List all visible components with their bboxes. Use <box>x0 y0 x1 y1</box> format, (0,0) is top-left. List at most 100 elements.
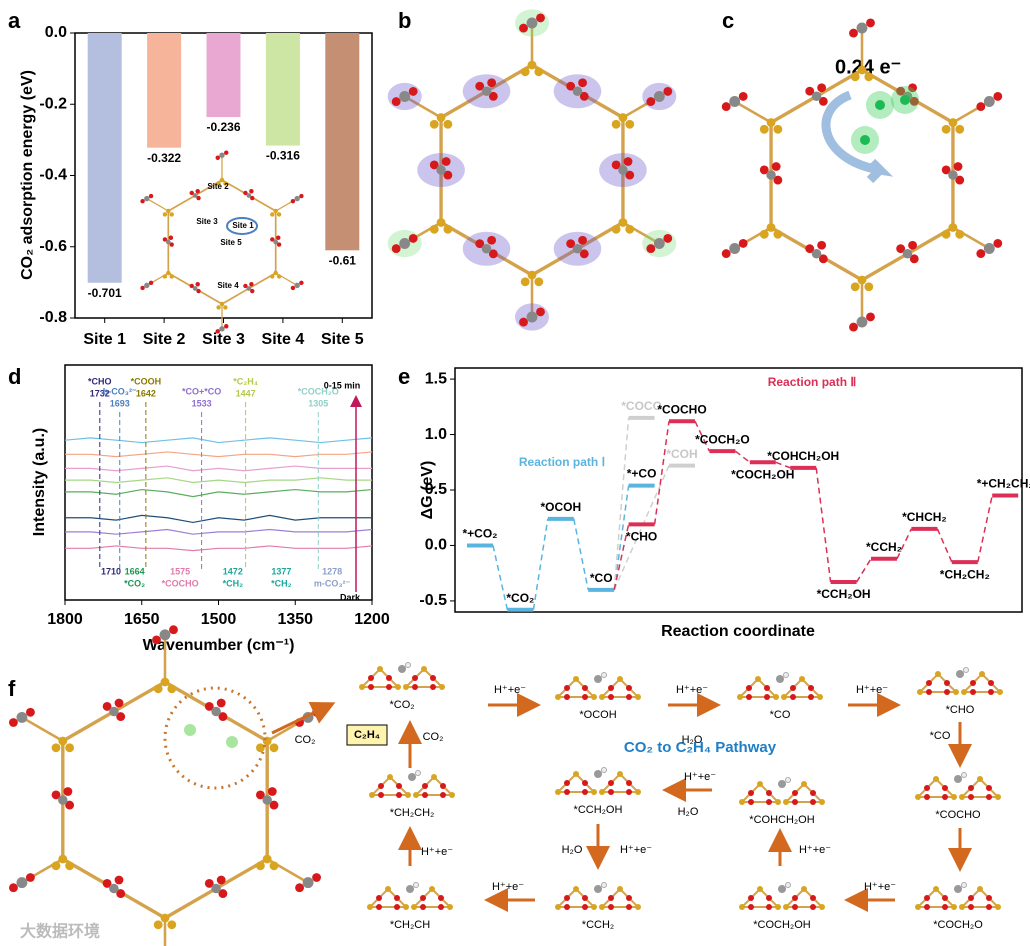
spectrum <box>65 488 373 498</box>
peak-name: *CO₂ <box>124 578 145 588</box>
atom-o <box>908 83 917 93</box>
peak-name: m-CO₃²⁻ <box>314 578 351 588</box>
atom-cu <box>959 794 965 800</box>
atom-c <box>262 795 272 805</box>
atom-cu <box>617 676 623 682</box>
panel-label: b <box>398 8 411 33</box>
atom-o <box>488 249 498 259</box>
atom-cu <box>51 743 61 753</box>
atom-cu <box>421 666 427 672</box>
atom-cu <box>737 694 743 700</box>
atom-o <box>441 157 451 166</box>
atom-cu <box>449 792 455 798</box>
pathway-title: CO₂ to C₂H₄ Pathway <box>624 739 777 756</box>
atom-o <box>440 783 446 789</box>
bar <box>87 33 122 283</box>
atom-o <box>944 689 950 695</box>
atom-cu <box>819 904 825 910</box>
atom-o <box>805 244 815 254</box>
atom-o <box>487 78 497 88</box>
site-label: Site 3 <box>196 217 218 226</box>
atom-o <box>849 322 858 332</box>
atom-o <box>608 789 614 795</box>
atom-o <box>564 895 570 901</box>
atom-cu <box>167 684 177 694</box>
atom-o <box>255 790 265 800</box>
spectrum <box>65 545 373 552</box>
bond <box>21 716 64 743</box>
atom-o <box>566 81 576 91</box>
atom-o <box>102 701 112 711</box>
atom-cu <box>377 666 383 672</box>
peak-number: 1472 <box>223 566 243 576</box>
atom-o <box>116 889 126 899</box>
atom-o <box>909 96 919 106</box>
spectrum <box>65 477 372 484</box>
atom-o <box>519 317 528 327</box>
atom-cu <box>766 223 776 232</box>
atom-cu <box>153 684 163 694</box>
y-tick-label: 0.0 <box>45 24 67 41</box>
atom-cu <box>573 676 579 682</box>
atom-o <box>430 675 436 681</box>
series-name: Reaction path Ⅰ <box>519 455 605 469</box>
state-label: *CH₂CH₂ <box>940 567 990 581</box>
atom-o <box>748 904 754 910</box>
atom-o <box>9 718 18 727</box>
intermediate-label: *CH₂CH₂ <box>390 807 435 819</box>
atom-o <box>408 233 418 243</box>
atom-o <box>488 91 498 101</box>
peak-name: *C₂H₄ <box>233 376 258 386</box>
atom-cu <box>223 181 228 186</box>
atom-cu <box>977 776 983 782</box>
peak-number: 1693 <box>110 398 130 408</box>
atom-o <box>738 91 748 101</box>
atom-o <box>412 675 418 681</box>
atom-c <box>856 316 868 328</box>
atom-cu <box>857 275 867 285</box>
atom-c <box>406 885 414 893</box>
atom-cu <box>385 886 391 892</box>
atom-c <box>58 795 68 805</box>
series-name: Reaction path Ⅱ <box>768 375 857 389</box>
atom-cu <box>801 781 807 787</box>
state-label: *COCHO <box>657 402 706 416</box>
atom-o <box>792 790 798 796</box>
atom-cu <box>359 684 365 690</box>
atom-cu <box>773 229 783 239</box>
atom-o <box>152 635 161 645</box>
atom-cu <box>757 886 763 892</box>
atom-cu <box>447 904 453 910</box>
step-label: H⁺+e⁻ <box>421 846 453 858</box>
atom-c <box>653 238 665 249</box>
highlight <box>163 686 267 790</box>
atom-cu <box>534 277 544 287</box>
atom-cu <box>403 904 409 910</box>
atom-cu <box>933 886 939 892</box>
atom-cu <box>599 904 605 910</box>
atom-o <box>564 694 570 700</box>
atom-h <box>405 662 411 668</box>
atom-o <box>608 895 614 901</box>
atom-c <box>273 239 279 245</box>
atom-o <box>276 235 281 240</box>
atom-cu <box>555 694 561 700</box>
atom-c <box>956 670 964 678</box>
atom-o <box>748 790 754 796</box>
atom-cu <box>166 208 171 214</box>
atom-c <box>811 248 822 259</box>
atom-cu <box>269 861 279 871</box>
atom-o <box>626 895 632 901</box>
atom-o <box>204 701 214 711</box>
atom-o <box>968 895 974 901</box>
value-label: -0.61 <box>329 253 357 267</box>
atom-cu <box>995 904 1001 910</box>
atom-o <box>663 233 673 243</box>
atom-c <box>246 286 252 291</box>
connector <box>613 485 630 590</box>
atom-c <box>165 239 171 245</box>
connector <box>613 524 630 590</box>
peak-number: 1642 <box>136 388 156 398</box>
step-label: H₂O <box>678 806 699 818</box>
atom-cu <box>573 886 579 892</box>
